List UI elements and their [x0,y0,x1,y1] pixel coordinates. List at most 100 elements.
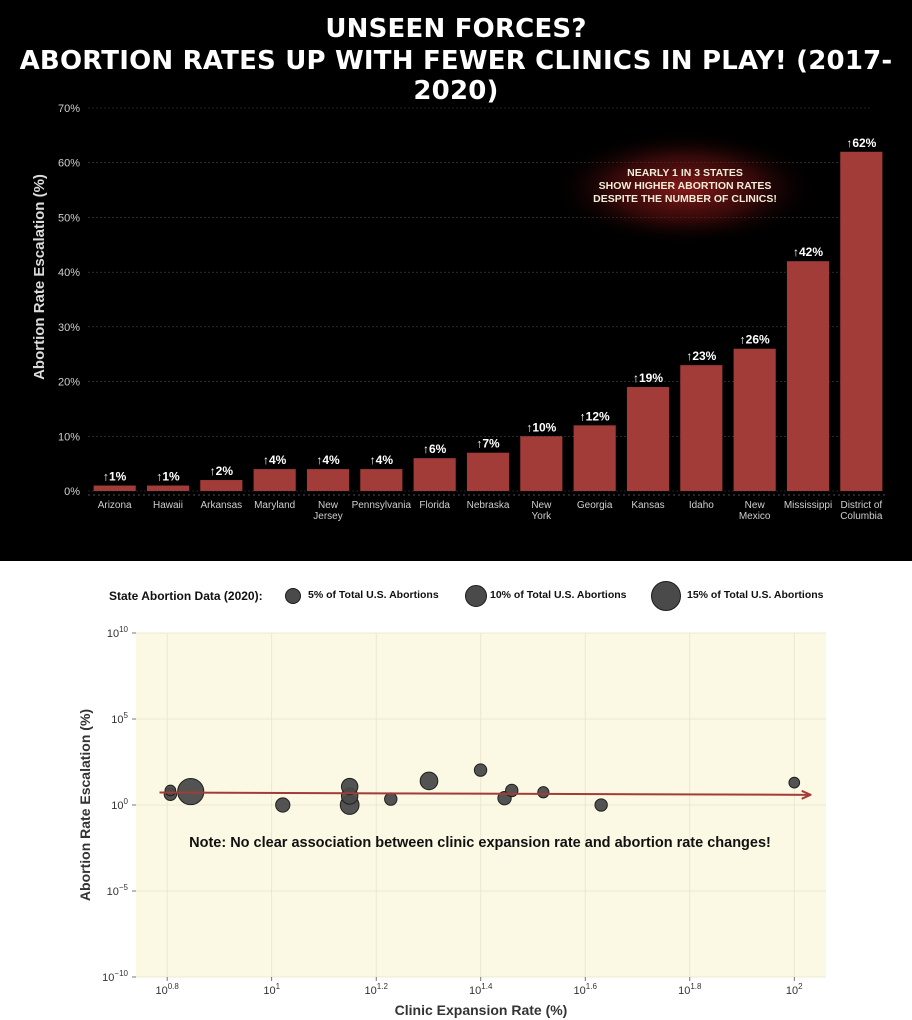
bar-data-label: ↑2% [210,464,234,478]
bar-y-tick-label: 70% [58,103,80,115]
bar-data-label: ↑1% [156,470,180,484]
scatter-points [163,763,801,815]
bar [680,365,723,491]
scatter-y-tick-label: 105 [111,711,128,726]
bar-x-tick-label: Idaho [689,500,714,511]
scatter-point [419,771,439,791]
scatter-point [594,798,608,812]
scatter-point [384,792,398,806]
bar [520,436,563,491]
bar-data-label: ↑10% [526,420,556,434]
bar-x-tick-label: Arizona [98,500,132,511]
bar-x-tick-label: York [532,511,553,522]
bar-x-tick-label: Mississippi [784,500,832,511]
annotation-line-2: SHOW HIGHER ABORTION RATES [598,180,772,192]
bar-x-tick-label: Hawaii [153,500,183,511]
bar-data-label: ↑19% [633,371,663,385]
scatter-point [177,778,205,806]
annotation-line-3: DESPITE THE NUMBER OF CLINICS! [593,193,777,205]
scatter-x-tick-label: 100.8 [155,982,179,997]
bar [93,485,136,491]
bar [733,348,776,491]
chart-title-line-2: ABORTION RATES UP WITH FEWER CLINICS IN … [19,46,893,106]
smoke-glow-effect [550,130,820,246]
chart-title-line-1: UNSEEN FORCES? [325,14,587,44]
bar-y-tick-label: 20% [58,377,80,389]
bar-y-tick-label: 0% [64,486,80,498]
bar-data-label: ↑4% [263,453,287,467]
bar-x-tick-label: Maryland [254,500,295,511]
bar-x-tick-label: Nebraska [467,500,510,511]
scatter-point [473,763,488,777]
bar-data-label: ↑4% [316,453,340,467]
scatter-y-tick-label: 1010 [107,625,129,640]
bar-series [93,151,883,491]
legend-marker-15pct [651,581,681,611]
legend-title: State Abortion Data (2020): [109,589,263,603]
bar-x-tick-label: Arkansas [200,500,242,511]
bar-data-label: ↑62% [846,136,876,150]
scatter-gridlines [136,632,826,978]
trend-line [159,793,809,795]
bar-annotation: NEARLY 1 IN 3 STATES SHOW HIGHER ABORTIO… [575,167,795,206]
bar-x-tick-label: Kansas [631,500,664,511]
scatter-point [275,797,291,813]
bar-x-tick-label: Florida [419,500,450,511]
bar-x-tick-label: New [745,500,766,511]
bar-y-tick-label: 50% [58,212,80,224]
bar-x-tick-label: Jersey [313,511,342,522]
scatter-y-tick-label: 100 [111,797,128,812]
scatter-x-tick-label: 101.2 [365,982,389,997]
bar [626,387,670,491]
scatter-x-tick-label: 101 [263,982,280,997]
bar-x-tick-label: Mexico [739,511,771,522]
legend-label-10pct: 10% of Total U.S. Abortions [490,589,627,601]
bar-x-tick-label: Georgia [577,500,613,511]
legend-label-5pct: 5% of Total U.S. Abortions [308,589,439,601]
scatter-x-tick-label: 101.6 [574,982,598,997]
scatter-y-tick-label: 10−10 [102,969,128,984]
bar-data-label: ↑4% [370,453,394,467]
bar-data-label: ↑6% [423,442,447,456]
annotation-line-1: NEARLY 1 IN 3 STATES [627,167,743,179]
bar-data-label: ↑7% [476,437,500,451]
bar-data-label: ↑12% [580,409,610,423]
bar-data-label: ↑42% [793,245,823,259]
scatter-y-axis-label: Abortion Rate Escalation (%) [77,709,93,901]
bar-data-label: ↑23% [686,349,716,363]
trend-line-group [159,793,809,795]
bar [786,261,830,491]
bar-y-tick-label: 30% [58,322,80,334]
bar-x-tick-labels: Arizona Hawaii Arkansas Maryland NewJerseyPe… [98,500,883,522]
bar-data-label: ↑26% [740,333,770,347]
bar-y-tick-label: 60% [58,158,80,170]
bar [840,151,883,491]
bar-y-tick-labels: 0% 10% 20% 30% 40% 50% 60% 70% [58,103,80,498]
bubble-chart: 100.8 101 101.2 101.4 101.6 101.8 102 10−10 10−5… [77,625,826,1018]
bar [466,452,510,491]
bar-y-tick-label: 10% [58,431,80,443]
scatter-axes: 100.8 101 101.2 101.4 101.6 101.8 102 10−10 10−5… [102,625,803,997]
bubble-legend: State Abortion Data (2020): 5% of Total … [0,561,912,631]
bar [573,425,616,491]
scatter-point [788,776,801,789]
scatter-x-tick-label: 102 [786,982,803,997]
scatter-point [164,784,177,797]
legend-marker-5pct [285,588,301,604]
bar-data-label: ↑1% [103,470,127,484]
scatter-x-tick-label: 101.4 [469,982,493,997]
legend-marker-10pct [465,585,487,607]
bar [360,469,403,491]
scatter-x-axis-label: Clinic Expansion Rate (%) [395,1002,568,1018]
bar-x-tick-label: Pennsylvania [352,500,412,511]
scatter-point [340,777,359,796]
bar-x-tick-label: New [531,500,552,511]
bar [200,480,243,491]
bar-y-tick-label: 40% [58,267,80,279]
bar-x-tick-label: New [318,500,339,511]
scatter-note: Note: No clear association between clini… [189,835,771,851]
bar-y-axis-label: Abortion Rate Escalation (%) [31,174,48,380]
bar-x-tick-label: District of [840,500,882,511]
bar-x-tick-label: Columbia [840,511,883,522]
scatter-x-tick-label: 101.8 [678,982,702,997]
